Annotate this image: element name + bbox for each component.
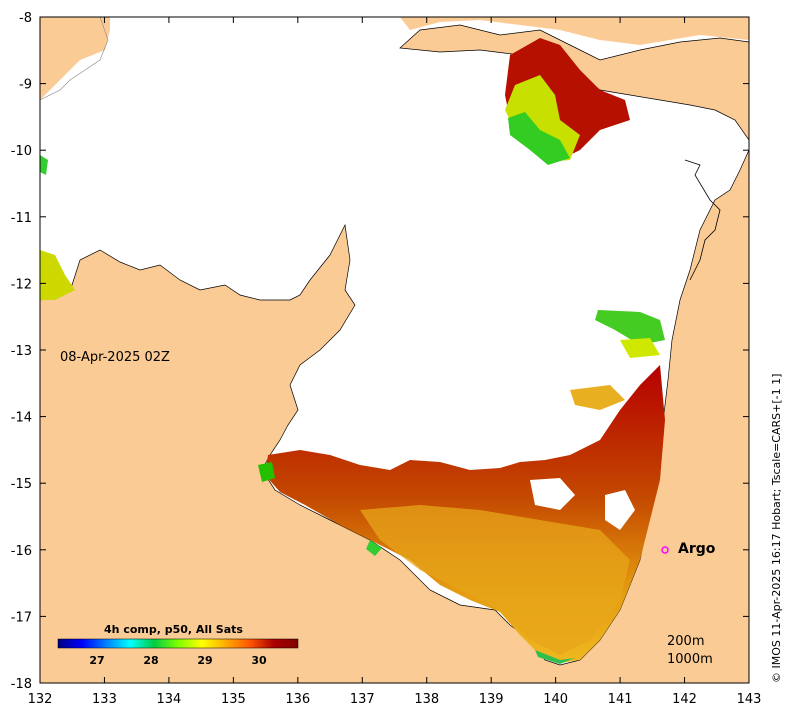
x-tick-label: 137: [350, 692, 375, 707]
x-tick-label: 133: [92, 692, 117, 707]
y-tick-label: -15: [11, 477, 32, 492]
sst-east-patch: [620, 338, 660, 358]
sst-east-patch: [570, 385, 625, 410]
no-data-gap: [605, 490, 635, 530]
contour-label-200: 200m: [667, 634, 705, 649]
x-tick-label: 134: [156, 692, 181, 707]
y-tick-label: -10: [11, 144, 32, 159]
legend-title: 4h comp, p50, All Sats: [104, 623, 243, 636]
y-tick-label: -18: [11, 677, 32, 692]
argo-marker: [661, 546, 669, 554]
y-tick-label: -12: [11, 277, 32, 292]
sst-coastal-cool: [535, 650, 575, 664]
y-tick-label: -17: [11, 610, 32, 625]
coastline: [40, 17, 109, 101]
y-tick-label: -8: [19, 11, 32, 26]
x-tick-label: 140: [543, 692, 568, 707]
x-tick-label: 143: [737, 692, 762, 707]
colorbar-tick-label: 27: [89, 654, 104, 667]
x-tick-label: 139: [479, 692, 504, 707]
sst-east-patch: [595, 310, 665, 345]
contour-label-1000: 1000m: [667, 652, 713, 667]
y-tick-label: -14: [11, 411, 32, 426]
sst-coastal-cool: [258, 462, 275, 482]
y-axis: -8 -9 -10 -11 -12 -13 -14 -15 -16 -17 -18: [11, 11, 749, 692]
sst-warm-band: [360, 505, 630, 655]
x-tick-label: 135: [221, 692, 246, 707]
sst-west-edge: [40, 250, 75, 300]
colorbar-tick-label: 28: [143, 654, 158, 667]
no-data-gap: [530, 478, 575, 510]
sst-west-edge: [40, 155, 48, 175]
sst-gulf-north-green: [508, 112, 570, 165]
y-tick-label: -9: [19, 78, 32, 93]
y-tick-label: -13: [11, 344, 32, 359]
coastline: [684, 159, 721, 281]
land-northern-territory: [40, 149, 749, 683]
x-tick-label: 136: [285, 692, 310, 707]
colorbar-tick-label: 29: [197, 654, 212, 667]
land-top-strip: [400, 17, 749, 45]
land-top-left: [40, 17, 110, 100]
credit-text: © IMOS 11-Apr-2025 16:17 Hobart; Tscale=…: [770, 373, 783, 683]
x-axis: 132 133 134 135 136 137 138 139 140 141 142 143: [28, 17, 762, 707]
colorbar-tick-label: 30: [251, 654, 267, 667]
argo-label: Argo: [678, 541, 716, 557]
x-tick-label: 141: [608, 692, 633, 707]
x-tick-label: 142: [672, 692, 697, 707]
x-tick-label: 132: [28, 692, 53, 707]
x-tick-label: 138: [414, 692, 439, 707]
date-label: 08-Apr-2025 02Z: [60, 350, 170, 365]
sst-coastal-cool: [366, 540, 382, 556]
colorbar: [57, 638, 299, 649]
colorbar-ticks: 27 28 29 30: [89, 654, 267, 667]
y-tick-label: -11: [11, 211, 32, 226]
y-tick-label: -16: [11, 544, 32, 559]
